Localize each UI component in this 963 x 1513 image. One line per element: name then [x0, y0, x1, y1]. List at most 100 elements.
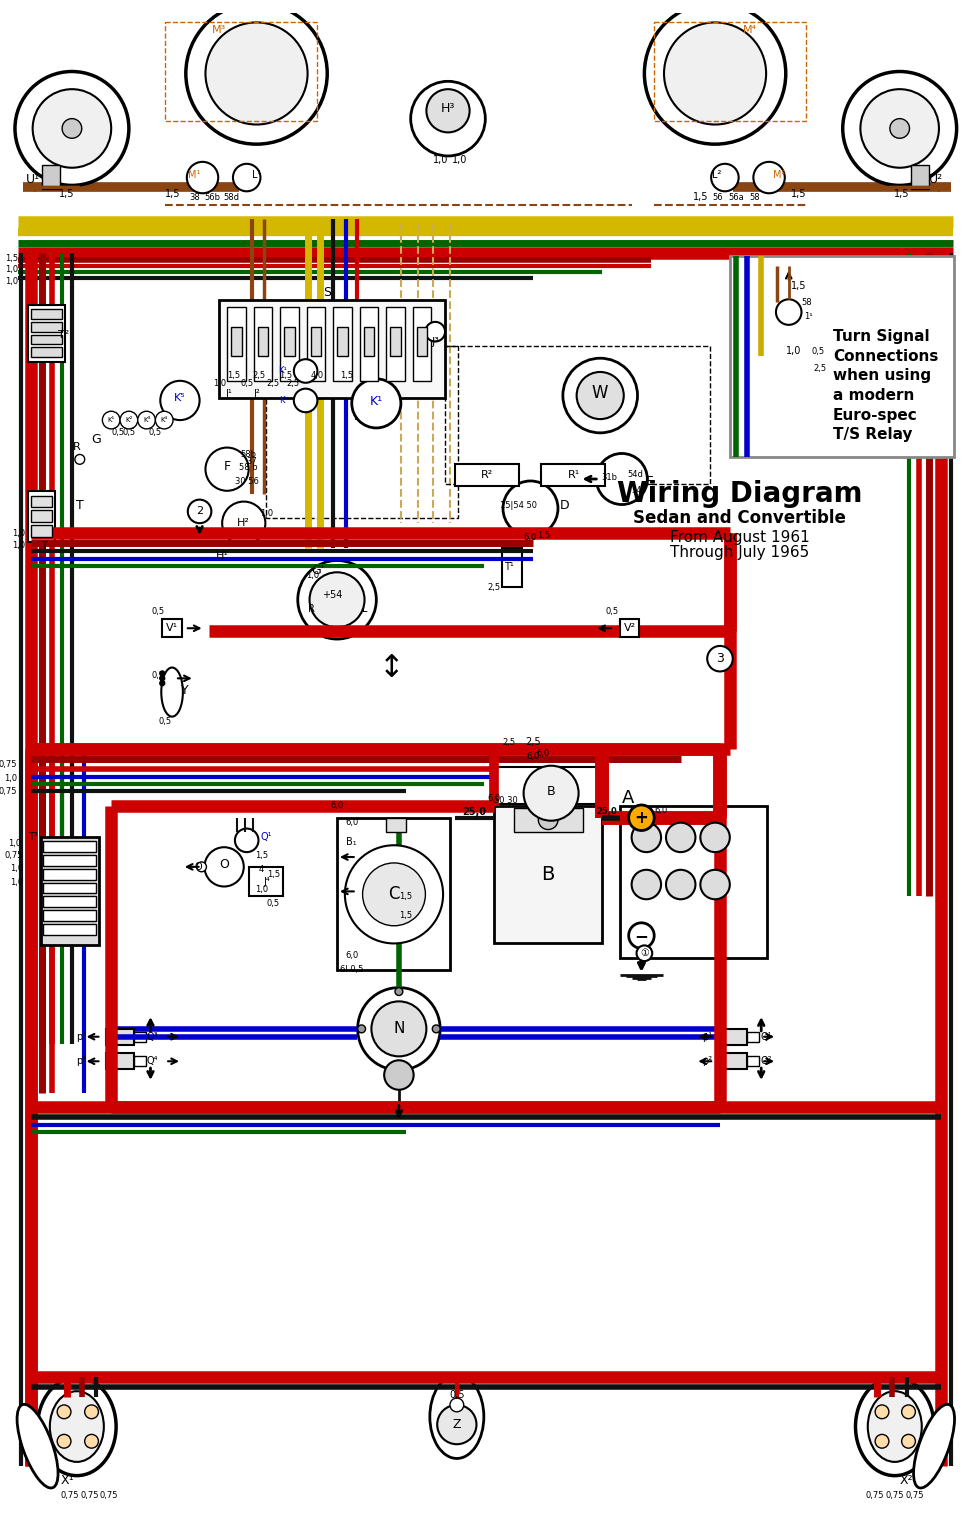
Bar	[267, 346, 457, 519]
Text: R¹: R¹	[567, 471, 580, 480]
Bar	[359, 307, 378, 381]
Circle shape	[395, 1062, 403, 1070]
Text: ↕: ↕	[378, 654, 403, 682]
Circle shape	[901, 1406, 916, 1419]
Text: 0,5: 0,5	[606, 607, 618, 616]
Text: 6,0: 6,0	[536, 749, 550, 758]
Circle shape	[233, 163, 260, 191]
Bar	[31, 496, 52, 507]
Text: 54: 54	[632, 486, 641, 495]
Text: E: E	[645, 475, 653, 489]
Bar	[162, 619, 182, 637]
Bar	[494, 767, 607, 803]
Circle shape	[395, 988, 403, 996]
Text: 0,75: 0,75	[886, 1490, 904, 1499]
Text: 1¹: 1¹	[804, 313, 813, 321]
Text: 2,5: 2,5	[267, 380, 280, 389]
Ellipse shape	[38, 1377, 117, 1475]
Text: J²: J²	[253, 389, 260, 398]
Circle shape	[345, 846, 443, 944]
Text: 0,5: 0,5	[152, 670, 165, 679]
Bar	[31, 322, 62, 331]
Circle shape	[155, 412, 173, 428]
Circle shape	[102, 412, 120, 428]
Bar	[28, 490, 55, 542]
Text: R²: R²	[482, 471, 493, 480]
Text: L: L	[362, 604, 367, 614]
Text: 0,75: 0,75	[80, 1490, 99, 1499]
Text: 1,0: 1,0	[10, 878, 23, 887]
Bar	[106, 1029, 134, 1044]
Bar	[333, 307, 351, 381]
Text: 6,0: 6,0	[330, 802, 344, 811]
Circle shape	[372, 1002, 427, 1056]
Text: V¹: V¹	[166, 623, 178, 634]
Text: K³: K³	[143, 418, 150, 424]
Text: 2,5: 2,5	[252, 371, 265, 380]
Bar	[386, 817, 405, 832]
Circle shape	[776, 300, 801, 325]
Bar	[42, 165, 60, 189]
Text: 1,5: 1,5	[400, 911, 412, 920]
Text: T¹: T¹	[504, 563, 513, 572]
Text: 1,0: 1,0	[4, 775, 17, 784]
Circle shape	[538, 809, 558, 829]
Text: 0,5: 0,5	[122, 428, 136, 437]
Circle shape	[309, 572, 365, 628]
Bar	[364, 327, 375, 356]
Text: 56: 56	[713, 192, 723, 201]
Text: 6,0: 6,0	[527, 752, 540, 761]
Text: G': G'	[311, 564, 324, 576]
Circle shape	[62, 118, 82, 138]
Bar	[541, 464, 605, 486]
Text: K⁵: K⁵	[174, 393, 186, 404]
Text: 1,0: 1,0	[786, 346, 801, 357]
Circle shape	[357, 988, 440, 1070]
Text: K⁴: K⁴	[161, 418, 168, 424]
Text: M⁴: M⁴	[742, 26, 757, 35]
Text: T: T	[41, 540, 47, 551]
Circle shape	[235, 829, 258, 852]
Circle shape	[524, 766, 579, 820]
Text: 38: 38	[190, 192, 200, 201]
Circle shape	[700, 823, 730, 852]
Text: Q²: Q²	[761, 1056, 772, 1067]
Text: p²: p²	[702, 1056, 712, 1067]
Text: 30 56: 30 56	[235, 478, 259, 487]
Circle shape	[577, 372, 624, 419]
Circle shape	[57, 1406, 71, 1419]
Circle shape	[410, 82, 485, 156]
Circle shape	[450, 1398, 464, 1412]
Text: Q³: Q³	[146, 1032, 158, 1042]
Text: 0,75: 0,75	[0, 787, 17, 796]
Circle shape	[222, 502, 266, 545]
Circle shape	[357, 1024, 366, 1033]
Text: ①: ①	[640, 949, 649, 958]
Text: 58b: 58b	[241, 449, 257, 458]
Text: 2,5: 2,5	[487, 583, 501, 592]
Circle shape	[384, 1061, 414, 1089]
Text: Through July 1965: Through July 1965	[670, 545, 809, 560]
Bar	[248, 867, 283, 896]
Text: J⁴: J⁴	[263, 876, 270, 887]
Text: 25,0: 25,0	[597, 808, 617, 817]
Text: 1,5: 1,5	[166, 189, 181, 200]
Bar	[284, 327, 295, 356]
Text: +54: +54	[322, 590, 342, 599]
Circle shape	[666, 870, 695, 899]
Circle shape	[294, 389, 318, 412]
Circle shape	[666, 823, 695, 852]
Bar	[31, 348, 62, 357]
Text: 0,5: 0,5	[812, 346, 824, 356]
Text: Y: Y	[181, 684, 189, 696]
Text: 6,0: 6,0	[345, 819, 358, 828]
Text: T²: T²	[59, 330, 69, 339]
Text: 58d: 58d	[223, 192, 239, 201]
Text: +: +	[635, 809, 648, 826]
Text: 56b: 56b	[204, 192, 221, 201]
Circle shape	[57, 1434, 71, 1448]
Text: 1,5: 1,5	[227, 371, 241, 380]
Text: U²: U²	[929, 172, 943, 186]
Text: R: R	[73, 442, 81, 451]
Text: 0,5: 0,5	[112, 428, 124, 437]
